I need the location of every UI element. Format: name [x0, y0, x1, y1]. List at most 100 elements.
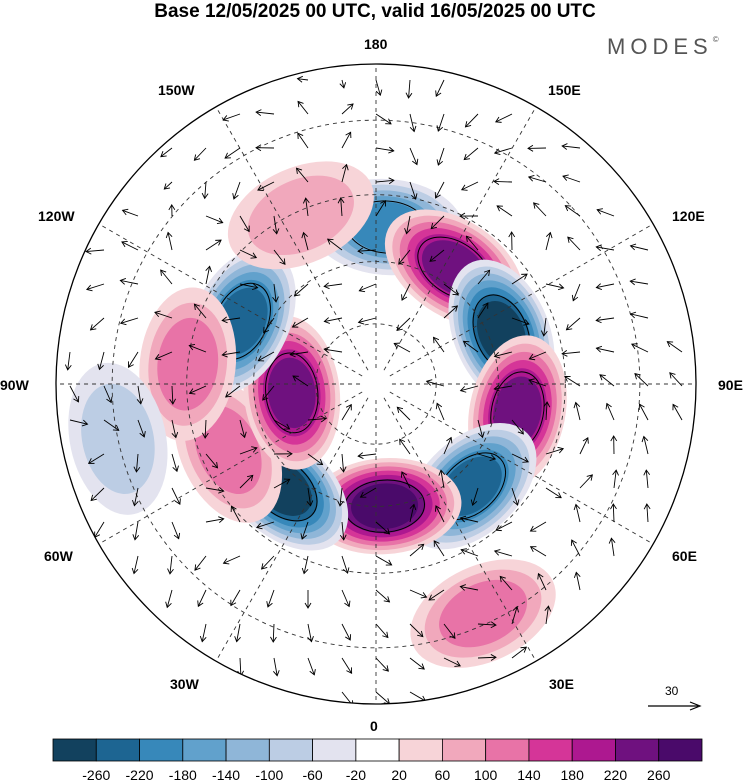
wind-arrow [466, 235, 479, 251]
wind-arrowhead [345, 634, 352, 641]
wind-arrowhead [555, 492, 562, 499]
wind-arrowhead [528, 378, 535, 385]
wind-arrow [409, 147, 418, 165]
wind-arrow [294, 283, 309, 297]
wind-arrow [135, 453, 139, 472]
wind-arrow [163, 181, 173, 190]
wind-arrowhead [173, 532, 181, 540]
wind-arrowhead [283, 423, 291, 430]
wind-arrowhead [401, 294, 408, 301]
wind-arrowhead [302, 197, 310, 204]
wind-arrow [307, 487, 312, 506]
wind-arrow [205, 487, 224, 492]
wind-arrow [545, 606, 549, 625]
lon-label-60w: 60W [44, 548, 73, 564]
lon-label-30e: 30E [549, 676, 574, 692]
wind-arrowhead [172, 465, 179, 473]
wind-arrowhead [279, 258, 286, 265]
modes-logo: MODES© [607, 34, 719, 60]
wind-arrowhead [64, 364, 72, 371]
wind-arrow [643, 436, 649, 455]
wind-arrowhead [436, 125, 443, 132]
wind-arrow [396, 317, 411, 331]
wind-arrow [137, 419, 145, 438]
wind-arrowhead [561, 349, 568, 357]
wind-arrow [261, 555, 275, 570]
wind-arrow [88, 453, 105, 464]
meridian-line [215, 397, 369, 662]
wind-arrow [565, 205, 581, 217]
wind-arrowhead [495, 525, 502, 532]
wind-arrow [645, 470, 649, 489]
wind-arrowhead [89, 324, 97, 331]
wind-arrowhead [435, 505, 442, 512]
wind-arrowhead [345, 403, 352, 411]
wind-arrow [341, 103, 354, 115]
wind-arrow [256, 111, 275, 115]
wind-arrow [406, 215, 411, 234]
wind-arrow [222, 351, 241, 356]
wind-arrow [341, 404, 352, 421]
wind-arrow [575, 402, 581, 421]
wind-arrowhead [383, 596, 391, 603]
wind-arrow [160, 147, 173, 158]
wind-arrow [103, 419, 120, 431]
colorbar-swatch [528, 738, 573, 762]
wind-arrowhead [119, 278, 127, 285]
wind-arrowhead [544, 605, 552, 612]
wind-arrow [239, 475, 254, 489]
wind-arrow [307, 657, 315, 676]
wind-arrow [433, 540, 445, 557]
wind-arrowhead [520, 646, 528, 653]
wind-arrowhead [127, 361, 134, 368]
wind-arrow [511, 606, 518, 625]
wind-arrowhead [309, 669, 316, 676]
wind-arrowhead [201, 192, 209, 200]
wind-arrow [273, 478, 290, 489]
wind-arrowhead [375, 89, 383, 97]
wind-arrowhead [435, 90, 442, 98]
wind-arrow [133, 555, 139, 574]
wind-arrow [472, 487, 479, 506]
wind-arrow [341, 164, 348, 183]
wind-arrowhead [489, 454, 497, 461]
lon-label-120w: 120W [38, 208, 75, 224]
lon-label-90w: 90W [0, 377, 29, 393]
colorbar-tick-label: 140 [517, 767, 541, 783]
wind-arrow [537, 573, 547, 591]
wind-arrowhead [297, 100, 304, 108]
wind-arrowhead [81, 419, 89, 427]
wind-arrow [154, 311, 173, 319]
wind-arrowhead [612, 469, 619, 476]
wind-arrowhead [383, 528, 391, 535]
wind-arrowhead [272, 670, 280, 677]
wind-arrowhead [197, 600, 204, 608]
colorbar-tick-label: 220 [603, 767, 628, 783]
wind-arrow [579, 437, 589, 455]
wind-arrow [273, 215, 278, 234]
wind-arrow [461, 181, 479, 191]
wind-arrowhead [462, 340, 470, 347]
wind-arrowhead [610, 503, 617, 510]
wind-arrow [375, 200, 386, 217]
wind-arrowhead [401, 471, 408, 478]
wind-arrow [90, 487, 105, 501]
wind-arrow [477, 656, 497, 659]
wind-arrow [292, 375, 309, 387]
wind-arrowhead [409, 503, 417, 511]
colorbar-tick-label: 60 [434, 767, 451, 783]
wind-arrowhead [342, 163, 349, 171]
wind-arrowhead [420, 592, 428, 599]
wind-arrow [443, 623, 456, 639]
wind-arrow [430, 215, 445, 229]
wind-arrow [409, 657, 425, 670]
wind-arrowhead [337, 197, 345, 204]
wind-arrowhead [160, 269, 167, 276]
wind-arrowhead [382, 665, 389, 672]
wind-arrow [409, 691, 426, 702]
wind-arrow [257, 181, 275, 191]
wind-arrowhead [357, 247, 364, 255]
wind-arrowhead [672, 403, 679, 411]
wind-arrow [98, 351, 105, 370]
wind-arrowhead [599, 374, 606, 381]
